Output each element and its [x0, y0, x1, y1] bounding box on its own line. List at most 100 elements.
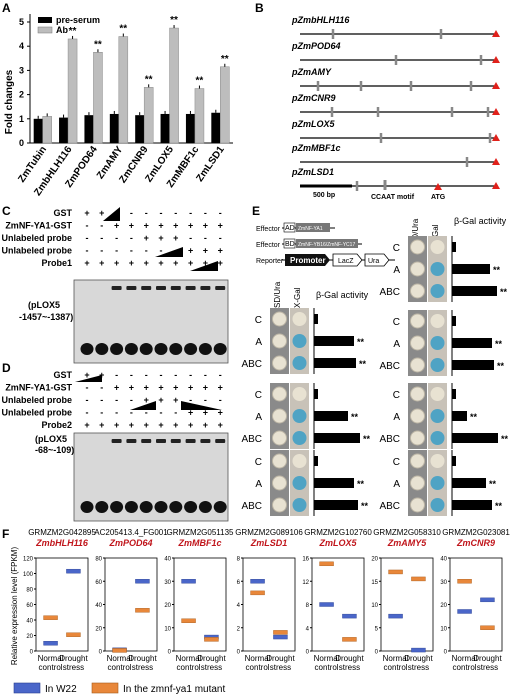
emsa-sign: +: [203, 221, 208, 231]
bgal-bar: [452, 389, 456, 399]
bar-pre-serum: [33, 118, 43, 143]
atg-triangle: [492, 56, 500, 63]
emsa-row-label: Probe1: [41, 258, 72, 268]
atg-label: ATG: [431, 194, 446, 201]
free-probe-band: [124, 343, 138, 355]
significance-mark: **: [351, 412, 359, 422]
y-tick-label: 0: [306, 650, 310, 656]
x-category-label: Drought: [404, 654, 433, 663]
promoter-label: Promoter: [290, 256, 326, 265]
y-tick-label: 80: [95, 557, 102, 563]
x-category-label: Normal: [383, 654, 409, 663]
yeast-spot-xgal: [430, 240, 445, 254]
yeast-spot-sd: [272, 408, 287, 424]
e-row-label: C: [393, 243, 400, 254]
panel-a-ylabel: Fold changes: [4, 69, 15, 134]
legend-swatch-pre-serum: [38, 17, 52, 23]
free-probe-band: [184, 343, 198, 355]
emsa-sign: -: [189, 208, 192, 218]
e-row-label: A: [393, 339, 400, 350]
panel-label-e: E: [252, 204, 260, 218]
yeast-spot-sd: [410, 313, 425, 329]
effector1-gene-box: [296, 223, 330, 232]
yeast-spot-xgal: [292, 498, 307, 512]
bar-ab: [42, 116, 52, 144]
x-category-label: stress: [132, 663, 153, 672]
box-w22: [480, 597, 495, 603]
gene-id: GRMZM2G089106: [235, 528, 303, 537]
y-tick-label: 3: [19, 65, 24, 75]
free-probe-band: [110, 343, 124, 355]
y-tick-label: 0: [168, 650, 172, 656]
shifted-band: [200, 439, 211, 443]
emsa-sign: -: [86, 221, 89, 231]
emsa-sign: +: [188, 246, 193, 256]
legend-label-pre-serum: pre-serum: [56, 15, 100, 25]
free-probe-band: [198, 501, 212, 513]
emsa-sign: -: [130, 370, 133, 380]
y-tick-label: 0: [375, 650, 379, 656]
emsa-sign: +: [129, 221, 134, 231]
shifted-band: [185, 439, 196, 443]
emsa-row-label: GST: [53, 208, 72, 218]
yeast-spot-xgal: [292, 476, 307, 490]
emsa-sign: -: [100, 395, 103, 405]
yeast-spot-xgal: [430, 454, 445, 468]
atg-triangle: [492, 134, 500, 141]
significance-mark: **: [119, 24, 127, 35]
lacz-label: LacZ: [338, 258, 354, 265]
shifted-band: [200, 286, 211, 290]
shifted-band: [185, 286, 196, 290]
bar-ab: [220, 66, 230, 144]
shifted-band: [141, 286, 152, 290]
legend-swatch-w22: [13, 682, 41, 694]
significance-mark: **: [495, 339, 503, 349]
probe1-note-line1: (pLOX5: [28, 300, 60, 310]
shifted-band: [141, 439, 152, 443]
gene-id: GRMZM2G058310: [373, 528, 441, 537]
y-tick-label: 40: [440, 557, 447, 563]
emsa-sign: -: [219, 395, 222, 405]
x-category-label: control: [108, 663, 132, 672]
probe-wedge-c-2: [190, 261, 218, 271]
emsa-sign: +: [158, 395, 163, 405]
y-tick-label: 20: [371, 557, 378, 563]
promoter-name: pZmAMY: [291, 67, 332, 77]
yeast-spot-xgal: [292, 454, 307, 468]
significance-mark: **: [196, 76, 204, 87]
y-tick-label: 0: [237, 650, 241, 656]
bgal-bar: [452, 478, 486, 488]
box-w22: [250, 579, 265, 584]
emsa-sign: -: [100, 383, 103, 393]
bd-domain-box: [283, 238, 296, 249]
significance-mark: **: [359, 359, 367, 369]
free-probe-band: [80, 343, 94, 355]
emsa-sign: +: [144, 233, 149, 243]
yeast-spot-sd: [410, 408, 425, 424]
yeast-spot-xgal: [292, 356, 307, 370]
plot-frame: [449, 557, 503, 652]
shifted-band: [126, 286, 137, 290]
yeast-spot-xgal: [430, 284, 445, 298]
panel-f-ylabel: Relative expression level (FPKM): [10, 547, 19, 666]
gene-name: ZmLSD1: [250, 538, 288, 548]
free-probe-band: [184, 501, 198, 513]
shifted-band: [126, 439, 137, 443]
yeast-spot-xgal: [430, 409, 445, 423]
emsa-sign: +: [158, 221, 163, 231]
emsa-sign: +: [203, 383, 208, 393]
emsa-sign: +: [129, 383, 134, 393]
emsa-sign: +: [173, 258, 178, 268]
x-category-label: stress: [408, 663, 429, 672]
emsa-sign: +: [129, 420, 134, 430]
gene-name: ZmAMY5: [387, 538, 427, 548]
sd-ura-header-left: SD/Ura: [273, 281, 282, 308]
emsa-sign: +: [188, 258, 193, 268]
bgal-bar: [452, 316, 456, 326]
emsa-row-label: Unlabeled probe: [1, 395, 72, 405]
x-category-label: control: [453, 663, 477, 672]
emsa-sign: -: [189, 395, 192, 405]
emsa-sign: +: [203, 408, 208, 418]
bgal-bar: [452, 338, 492, 348]
significance-mark: **: [94, 39, 102, 50]
